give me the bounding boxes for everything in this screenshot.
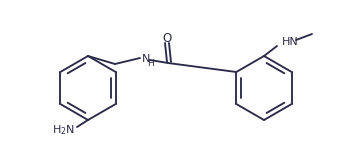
- Text: H$_2$N: H$_2$N: [52, 123, 75, 137]
- Text: HN: HN: [282, 37, 299, 47]
- Text: O: O: [162, 31, 172, 44]
- Text: H: H: [147, 60, 154, 69]
- Text: N: N: [142, 54, 150, 64]
